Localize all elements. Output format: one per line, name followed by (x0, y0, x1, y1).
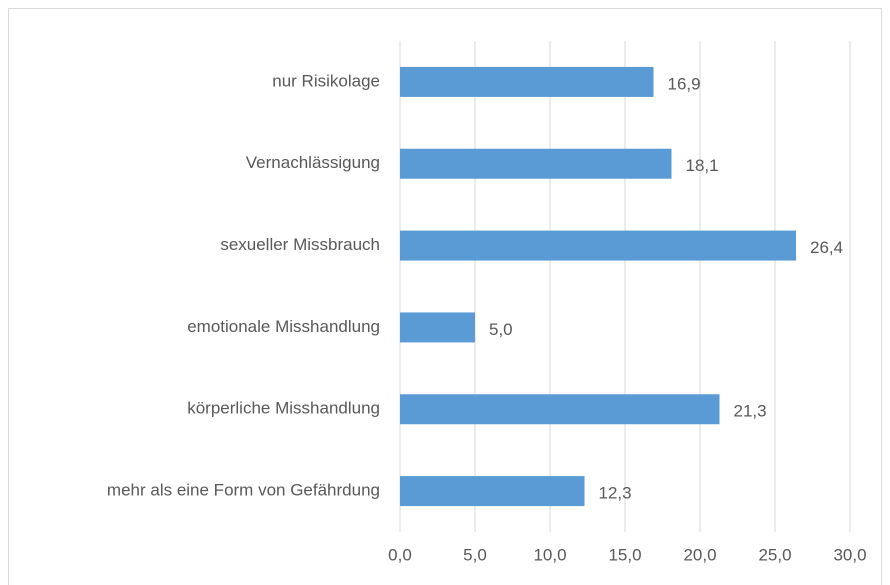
bar (400, 394, 720, 425)
bar (400, 476, 585, 507)
x-tick-label: 15,0 (608, 545, 641, 564)
y-tick-label: nur Risikolage (272, 71, 380, 90)
value-label: 26,4 (810, 238, 843, 257)
value-label: 5,0 (489, 320, 513, 339)
value-label: 12,3 (599, 484, 632, 503)
bar (400, 312, 475, 343)
x-tick-label: 20,0 (683, 545, 716, 564)
bar (400, 148, 672, 179)
bar (400, 230, 796, 261)
y-tick-label: emotionale Misshandlung (187, 317, 380, 336)
x-tick-label: 25,0 (758, 545, 791, 564)
y-tick-label: körperliche Misshandlung (187, 399, 380, 418)
x-tick-label: 5,0 (463, 545, 487, 564)
y-tick-label: Vernachlässigung (246, 153, 380, 172)
value-label: 18,1 (686, 156, 719, 175)
value-label: 21,3 (734, 402, 767, 421)
y-tick-label: sexueller Missbrauch (220, 235, 380, 254)
x-tick-label: 10,0 (533, 545, 566, 564)
x-tick-label: 30,0 (833, 545, 866, 564)
y-tick-label: mehr als eine Form von Gefährdung (107, 481, 380, 500)
x-tick-label: 0,0 (388, 545, 412, 564)
value-label: 16,9 (668, 74, 701, 93)
bar (400, 66, 654, 97)
